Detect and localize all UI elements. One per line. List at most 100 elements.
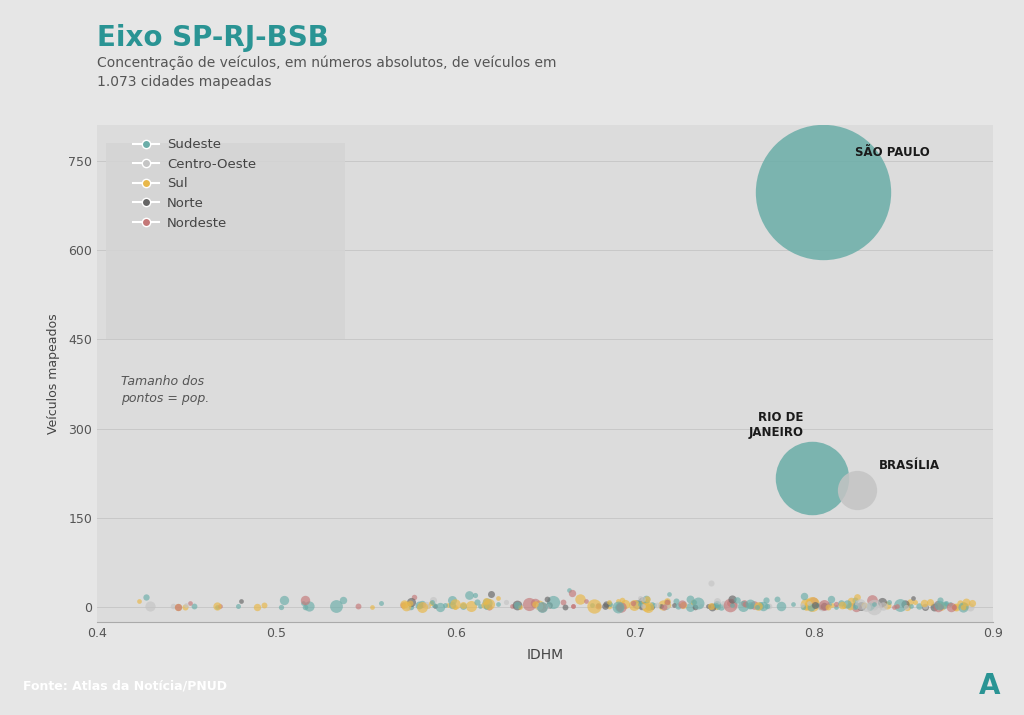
Point [816,599,833,611]
Point [948,601,965,613]
Point [632,598,648,610]
Point [475,599,492,611]
Point [727,599,743,611]
Point [708,598,724,610]
Point [849,484,865,495]
Point [932,594,948,606]
Point [662,588,678,600]
Point [842,600,858,611]
Point [957,596,974,608]
Point [938,598,954,610]
Point [933,601,949,612]
Point [729,594,745,606]
Point [755,600,771,611]
Point [446,598,463,610]
Point [945,601,962,613]
Text: RIO DE
JANEIRO: RIO DE JANEIRO [749,411,803,439]
Point [668,596,684,607]
Point [823,593,840,605]
Point [509,599,525,611]
Point [641,601,657,613]
Point [639,601,655,613]
Point [658,597,675,608]
Point [397,601,414,612]
Point [724,593,740,605]
Point [945,601,962,612]
Point [209,601,225,613]
Point [141,601,158,612]
Point [674,598,690,610]
Point [602,598,618,610]
Point [658,596,675,608]
Point [843,595,859,606]
Point [759,600,775,611]
Point [864,601,881,612]
Point [395,599,412,611]
Point [590,601,606,612]
Point [439,599,456,611]
Point [530,599,547,611]
Point [597,601,613,612]
Point [455,600,471,611]
Point [295,598,311,609]
Point [467,589,483,601]
Point [509,600,525,611]
Point [526,598,543,610]
Point [722,597,738,608]
Point [499,597,515,608]
Point [590,599,606,611]
Point [853,601,869,612]
Point [805,596,821,607]
Point [951,597,968,608]
Point [836,601,852,612]
Point [869,600,886,611]
Point [751,601,767,613]
Point [472,600,488,611]
Point [626,600,642,611]
Point [954,601,971,613]
Point [835,600,851,611]
Y-axis label: Veículos mapeados: Veículos mapeados [47,313,60,434]
Point [613,601,630,613]
Point [801,595,817,606]
Point [654,600,671,611]
Point [686,596,702,608]
Point [469,596,485,608]
Point [898,601,914,613]
Point [742,601,759,612]
Point [798,598,814,610]
Point [182,598,199,609]
Point [736,598,753,609]
Point [481,601,498,613]
Point [275,594,292,606]
Point [411,600,427,611]
Point [666,599,682,611]
Point [637,596,653,608]
Point [798,599,814,611]
Point [601,596,617,608]
Point [431,601,447,613]
Point [947,601,964,612]
Point [772,600,788,611]
Point [804,473,820,484]
Point [625,597,641,608]
Point [644,598,660,610]
Point [616,598,633,610]
Point [753,601,769,612]
Point [138,591,155,603]
Point [477,600,494,611]
Point [335,595,351,606]
Point [611,601,628,612]
Point [926,600,942,611]
Point [847,594,863,606]
Point [628,598,644,610]
Point [526,597,543,608]
Point [655,601,672,613]
Text: Tamanho dos
pontos = pop.: Tamanho dos pontos = pop. [121,375,209,405]
Point [633,601,649,613]
Point [209,601,225,612]
Point [918,601,934,612]
Point [400,601,417,612]
Point [745,599,762,611]
Point [406,591,422,603]
